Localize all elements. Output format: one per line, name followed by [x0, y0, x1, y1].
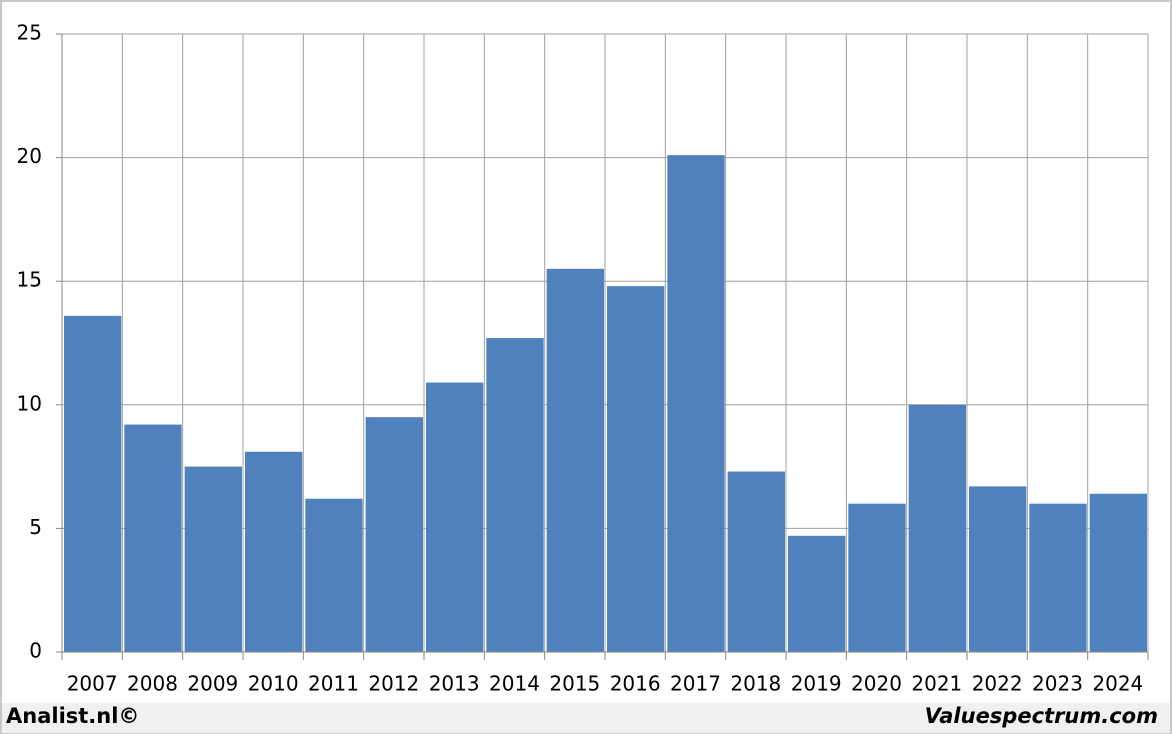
x-tick-label: 2021	[911, 672, 962, 696]
bar	[426, 382, 484, 652]
y-tick-label: 25	[17, 21, 42, 45]
bar	[184, 466, 242, 652]
x-tick-label: 2020	[851, 672, 902, 696]
bar	[788, 535, 846, 652]
bar	[546, 268, 604, 652]
bar	[667, 155, 725, 653]
bar	[245, 451, 303, 652]
x-tick-label: 2018	[730, 672, 781, 696]
x-tick-label: 2017	[670, 672, 721, 696]
x-tick-label: 2011	[308, 672, 359, 696]
bar	[607, 286, 665, 652]
y-tick-label: 15	[17, 268, 42, 292]
x-tick-label: 2023	[1032, 672, 1083, 696]
bar	[848, 503, 906, 652]
credit-left: Analist.nl©	[6, 704, 139, 728]
x-tick-label: 2008	[127, 672, 178, 696]
bar	[486, 338, 544, 652]
x-tick-label: 2010	[248, 672, 299, 696]
x-tick-label: 2016	[610, 672, 661, 696]
y-tick-label: 20	[17, 144, 42, 168]
x-tick-label: 2014	[489, 672, 540, 696]
x-tick-label: 2015	[549, 672, 600, 696]
x-tick-label: 2019	[791, 672, 842, 696]
bar	[1089, 493, 1147, 652]
credit-right: Valuespectrum.com	[925, 704, 1158, 728]
x-tick-label: 2013	[429, 672, 480, 696]
y-tick-label: 10	[17, 391, 42, 415]
bar	[64, 315, 122, 652]
x-tick-label: 2009	[187, 672, 238, 696]
x-tick-label: 2022	[972, 672, 1023, 696]
footer-band	[2, 703, 1170, 733]
x-tick-label: 2024	[1092, 672, 1143, 696]
bar	[969, 486, 1027, 652]
bar	[305, 498, 363, 652]
bar	[908, 404, 966, 652]
x-tick-label: 2007	[67, 672, 118, 696]
y-tick-label: 0	[29, 639, 42, 663]
x-tick-label: 2012	[368, 672, 419, 696]
bar	[727, 471, 785, 652]
bar	[1029, 503, 1087, 652]
bar	[124, 424, 182, 652]
bar	[365, 417, 423, 652]
y-tick-label: 5	[29, 515, 42, 539]
